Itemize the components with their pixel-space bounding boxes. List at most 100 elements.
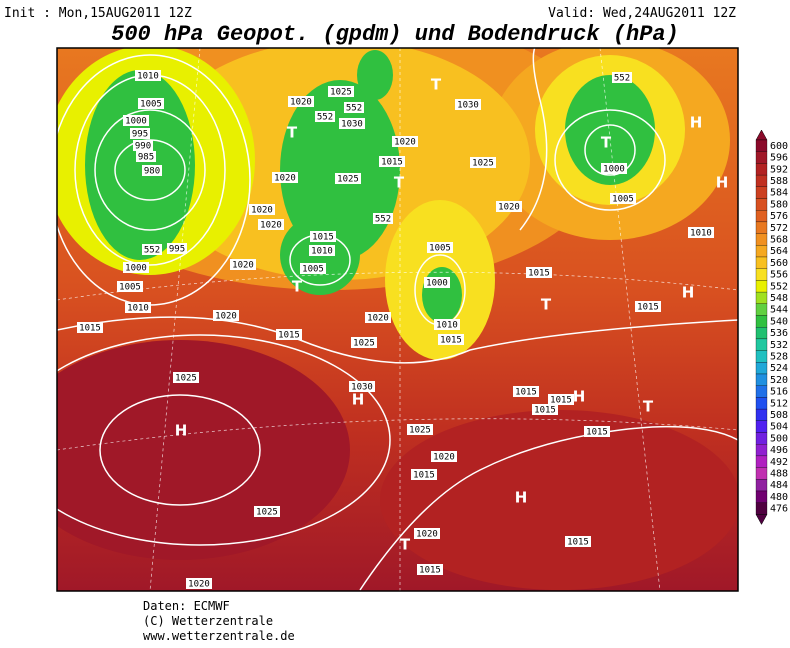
isobar-label: 1000 xyxy=(125,264,147,274)
isobar-label-bg xyxy=(565,536,591,547)
isobar-label-bg xyxy=(610,193,636,204)
isobar-label-bg xyxy=(601,163,627,174)
isobar-label: 1020 xyxy=(416,530,438,540)
pressure-center: T xyxy=(400,536,411,554)
colorbar-swatch xyxy=(755,210,768,223)
colorbar-tick-label: 508 xyxy=(770,410,788,421)
colorbar-swatch xyxy=(755,163,768,176)
isobar-label: 1010 xyxy=(436,321,458,331)
isobar-label: 1025 xyxy=(256,508,278,518)
isobar-label-bg xyxy=(315,111,335,122)
colorbar-tick-label: 504 xyxy=(770,422,788,433)
colorbar-swatch xyxy=(755,151,768,164)
pressure-center: T xyxy=(601,134,612,152)
isobar-label-bg xyxy=(635,301,661,312)
isobar-label-bg xyxy=(254,506,280,517)
isobar-label-bg xyxy=(548,394,574,405)
colorbar-tick-label: 540 xyxy=(770,316,788,327)
isobar-label-bg xyxy=(123,115,149,126)
isobar-label-bg xyxy=(142,244,162,255)
pressure-center: H xyxy=(175,422,188,440)
colorbar-tick-label: 580 xyxy=(770,199,788,210)
pressure-center: T xyxy=(541,296,552,314)
colorbar-swatch xyxy=(755,303,768,316)
isobar-label: 1030 xyxy=(341,120,363,130)
colorbar-tick-label: 596 xyxy=(770,153,788,164)
source-label: Daten: ECMWF xyxy=(143,599,230,613)
isobar-label: 1020 xyxy=(260,221,282,231)
isobar-label: 1015 xyxy=(79,324,101,334)
colorbar-swatch xyxy=(755,420,768,433)
isobar-label-bg xyxy=(133,140,153,151)
isobar-label: 1010 xyxy=(137,72,159,82)
isobar-label-bg xyxy=(424,277,450,288)
colorbar-swatch xyxy=(755,280,768,293)
isobar-label: 1015 xyxy=(515,388,537,398)
isobar-label: 1015 xyxy=(413,471,435,481)
isobar-label: 985 xyxy=(138,153,154,163)
isobar-label: 1030 xyxy=(351,383,373,393)
isobar-label: 552 xyxy=(375,215,391,225)
isobar-label-bg xyxy=(470,157,496,168)
colorbar-tick-label: 500 xyxy=(770,433,788,444)
isobar-label-bg xyxy=(379,156,405,167)
colorbar-swatch xyxy=(755,490,768,503)
isobar-label-bg xyxy=(135,70,161,81)
pressure-center: T xyxy=(292,278,303,296)
isobar-label-bg xyxy=(612,72,632,83)
isobar-label-bg xyxy=(77,322,103,333)
colorbar-tick-label: 572 xyxy=(770,223,788,234)
isobar-label-bg xyxy=(455,99,481,110)
pressure-center: H xyxy=(690,114,703,132)
colorbar-swatch xyxy=(755,432,768,445)
colorbar-swatch xyxy=(755,233,768,246)
isobar-label: 1020 xyxy=(232,261,254,271)
colorbar-swatch xyxy=(755,350,768,363)
map-frame xyxy=(56,47,739,592)
colorbar-swatch xyxy=(755,291,768,304)
isobar-label-bg xyxy=(434,319,460,330)
isobar-label-bg xyxy=(417,564,443,575)
isobar-label: 1020 xyxy=(215,312,237,322)
colorbar-tick-label: 584 xyxy=(770,188,788,199)
pressure-center: H xyxy=(352,391,365,409)
isobar-label: 1015 xyxy=(381,158,403,168)
isobar-label: 1020 xyxy=(251,206,273,216)
colorbar-swatch xyxy=(755,385,768,398)
pressure-center: H xyxy=(515,489,528,507)
isobar-label-bg xyxy=(365,312,391,323)
isobar-label-bg xyxy=(167,243,187,254)
colorbar-tick-label: 548 xyxy=(770,293,788,304)
isobar-label: 1005 xyxy=(119,283,141,293)
isobar-label-bg xyxy=(288,96,314,107)
isobar-label: 990 xyxy=(135,142,151,152)
isobar-label: 1015 xyxy=(550,396,572,406)
colorbar-swatch xyxy=(755,502,768,515)
isobar-label: 1000 xyxy=(603,165,625,175)
colorbar-tick-label: 524 xyxy=(770,363,788,374)
isobar-label: 1010 xyxy=(690,229,712,239)
colorbar: 6005965925885845805765725685645605565525… xyxy=(755,129,788,525)
isobar-label-bg xyxy=(328,86,354,97)
isobar-label-bg xyxy=(414,528,440,539)
isobar-label: 1005 xyxy=(302,265,324,275)
isobar-label: 1015 xyxy=(637,303,659,313)
isobar-label-bg xyxy=(117,281,143,292)
colorbar-swatch xyxy=(755,397,768,410)
isobar-label-bg xyxy=(258,219,284,230)
isobar-label-bg xyxy=(513,386,539,397)
colorbar-tick-label: 512 xyxy=(770,398,788,409)
isobar-label: 1020 xyxy=(498,203,520,213)
isobar-label: 1020 xyxy=(433,453,455,463)
isobar-label-bg xyxy=(186,578,212,589)
isobar-label-bg xyxy=(142,165,162,176)
colorbar-swatch xyxy=(755,245,768,258)
colorbar-cap xyxy=(755,514,768,525)
url-label: www.wetterzentrale.de xyxy=(143,629,295,643)
isobar-label-bg xyxy=(431,451,457,462)
colorbar-tick-label: 552 xyxy=(770,281,788,292)
isobar-label-bg xyxy=(438,334,464,345)
colorbar-swatch xyxy=(755,198,768,211)
colorbar-tick-label: 476 xyxy=(770,504,788,515)
